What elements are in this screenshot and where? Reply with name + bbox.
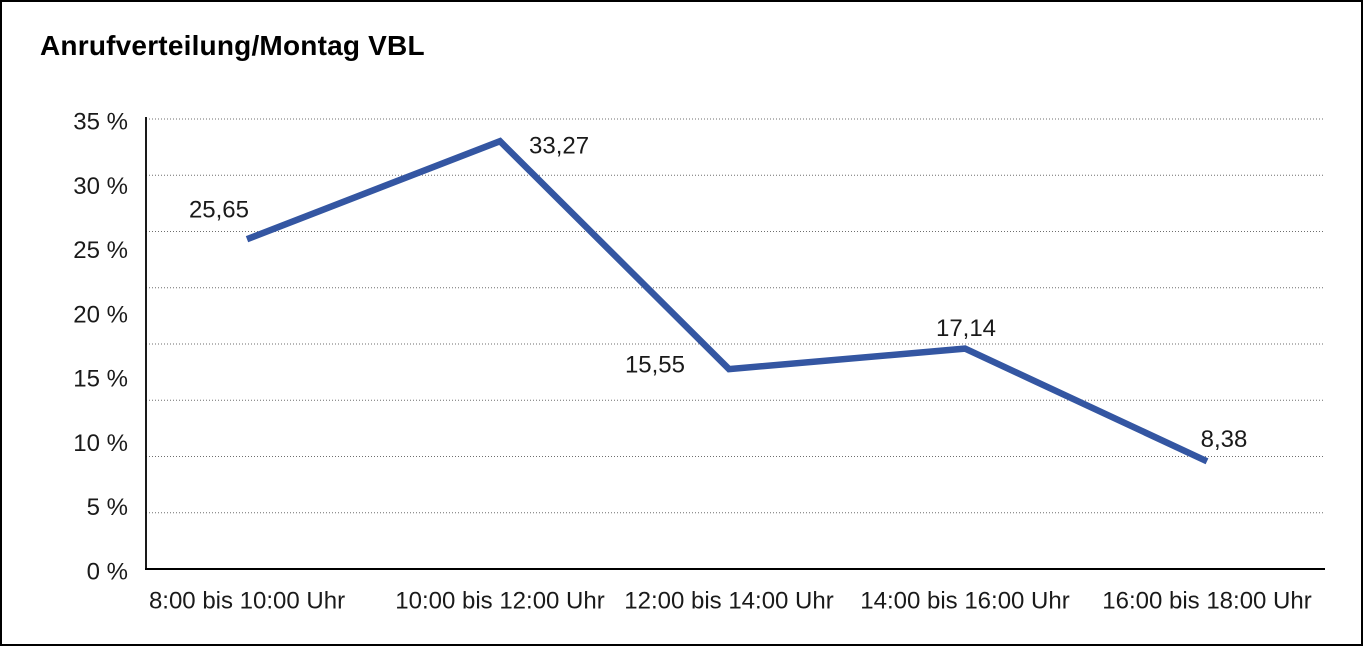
y-tick-label: 0 % (87, 559, 128, 586)
y-tick-label: 35 % (73, 109, 128, 136)
x-tick-label: 14:00 bis 16:00 Uhr (860, 588, 1069, 615)
series-line (245, 137, 1209, 465)
y-tick-label: 5 % (87, 494, 128, 521)
y-tick-label: 15 % (73, 366, 128, 393)
data-value-labels: 25,65 33,27 15,55 17,14 8,38 (189, 133, 1247, 453)
y-tick-label: 25 % (73, 237, 128, 264)
x-tick-label: 16:00 bis 18:00 Uhr (1102, 588, 1311, 615)
y-axis-labels: 0 % 5 % 10 % 15 % 20 % 25 % 30 % 35 % (73, 109, 128, 586)
y-tick-label: 30 % (73, 173, 128, 200)
gridlines (146, 118, 1325, 514)
y-tick-label: 20 % (73, 301, 128, 328)
data-line-series (245, 137, 1209, 465)
chart-title: Anrufverteilung/Montag VBL (40, 30, 425, 61)
y-tick-label: 10 % (73, 430, 128, 457)
data-value-label: 8,38 (1201, 426, 1248, 453)
x-tick-label: 12:00 bis 14:00 Uhr (624, 588, 833, 615)
data-value-label: 17,14 (936, 315, 996, 342)
data-value-label: 33,27 (529, 133, 589, 160)
data-value-label: 25,65 (189, 197, 249, 224)
x-tick-label: 10:00 bis 12:00 Uhr (395, 588, 604, 615)
x-tick-label: 8:00 bis 10:00 Uhr (149, 588, 345, 615)
axes (145, 117, 1325, 570)
data-value-label: 15,55 (625, 352, 685, 379)
x-axis-labels: 8:00 bis 10:00 Uhr 10:00 bis 12:00 Uhr 12:… (149, 588, 1312, 615)
